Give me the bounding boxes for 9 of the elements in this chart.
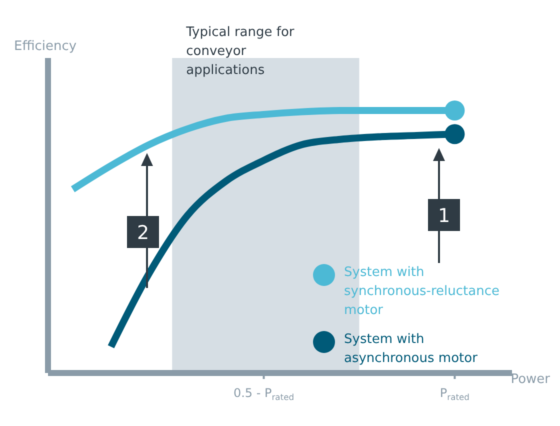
x-tick-label: P$_{rated}$	[440, 386, 470, 402]
legend-label: System with asynchronous motor	[344, 331, 478, 368]
annotation: 1	[438, 205, 450, 227]
annotation: 2	[136, 222, 150, 244]
legend-label: System with synchronous-reluctance motor	[344, 264, 501, 320]
y-axis-title: Efficiency	[14, 39, 77, 54]
text: Typical range for conveyor applications	[185, 25, 295, 78]
x-axis-title: Power	[510, 372, 551, 387]
x-tick-label: 0.5 - P$_{rated}$	[233, 386, 294, 402]
